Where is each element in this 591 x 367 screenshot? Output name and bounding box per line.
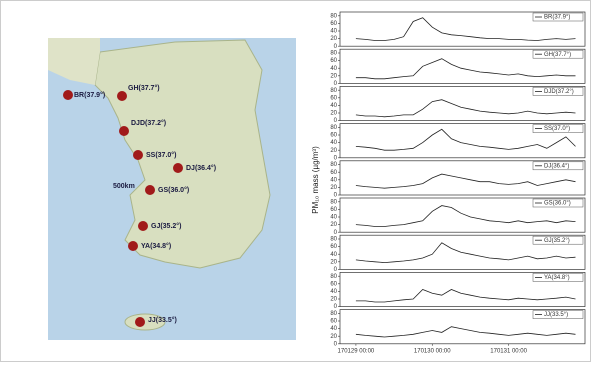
legend-label: SS(37.0°) — [544, 126, 570, 132]
scale-label: 500km — [113, 183, 135, 190]
y-tick-label: 80 — [330, 237, 337, 243]
site-label: GJ(35.2°) — [151, 222, 181, 230]
y-tick-label: 40 — [330, 326, 337, 332]
site-label: DJ(36.4°) — [186, 164, 216, 172]
legend-label: DJ(36.4°) — [544, 163, 569, 169]
page: {"map": {"scale_label": "500km", "sites"… — [0, 0, 591, 362]
y-tick-label: 60 — [330, 133, 337, 139]
site-marker — [128, 241, 138, 251]
y-tick-label: 60 — [330, 95, 337, 101]
site-label: JJ(33.5°) — [148, 316, 177, 324]
legend-label: GS(36.0°) — [544, 201, 571, 207]
site-label: DJD(37.2°) — [131, 119, 166, 127]
y-tick-label: 60 — [330, 244, 337, 250]
y-tick-label: 20 — [330, 185, 337, 191]
legend-label: DJD(37.2°) — [544, 89, 574, 95]
y-axis-label: PM₁₀ mass (µg/m³) — [311, 146, 320, 214]
y-tick-label: 20 — [330, 259, 337, 265]
site-marker — [145, 185, 155, 195]
legend-label: GJ(35.2°) — [544, 238, 570, 244]
y-tick-label: 80 — [330, 199, 337, 205]
y-tick-label: 20 — [330, 222, 337, 228]
site-marker — [63, 90, 73, 100]
y-tick-label: 60 — [330, 281, 337, 287]
legend-label: JJ(33.5°) — [544, 312, 568, 318]
legend-label: BR(37.9°) — [544, 15, 570, 21]
y-tick-label: 40 — [330, 103, 337, 109]
y-tick-label: 60 — [330, 207, 337, 213]
site-label: GS(36.0°) — [158, 186, 189, 194]
site-label: GH(37.7°) — [128, 84, 160, 92]
y-tick-label: 20 — [330, 36, 337, 42]
legend-label: YA(34.8°) — [544, 275, 570, 281]
y-tick-label: 80 — [330, 311, 337, 317]
y-tick-label: 40 — [330, 140, 337, 146]
x-tick-label: 170130 00:00 — [414, 348, 451, 354]
y-tick-label: 80 — [330, 125, 337, 131]
y-tick-label: 40 — [330, 177, 337, 183]
y-tick-label: 40 — [330, 66, 337, 72]
y-tick-label: 80 — [330, 13, 337, 19]
y-tick-label: 80 — [330, 88, 337, 94]
y-tick-label: 20 — [330, 148, 337, 154]
site-label: BR(37.9°) — [74, 91, 105, 99]
y-tick-label: 20 — [330, 73, 337, 79]
y-tick-label: 20 — [330, 111, 337, 117]
y-tick-label: 80 — [330, 162, 337, 168]
site-label: YA(34.8°) — [141, 242, 171, 250]
site-marker — [135, 317, 145, 327]
y-tick-label: 40 — [330, 252, 337, 258]
site-marker — [117, 91, 127, 101]
site-marker — [133, 150, 143, 160]
figure: BR(37.9°) GH(37.7°) DJD(37.2°) SS(37.0°) DJ(… — [0, 0, 591, 362]
y-tick-label: 20 — [330, 297, 337, 303]
y-tick-label: 80 — [330, 274, 337, 280]
site-label: SS(37.0°) — [146, 151, 176, 159]
legend-label: GH(37.7°) — [544, 52, 571, 58]
site-marker — [119, 126, 129, 136]
y-tick-label: 80 — [330, 51, 337, 57]
y-tick-label: 60 — [330, 21, 337, 27]
y-tick-label: 40 — [330, 215, 337, 221]
site-marker — [173, 163, 183, 173]
x-tick-label: 170129 00:00 — [338, 348, 375, 354]
y-tick-label: 60 — [330, 58, 337, 64]
y-tick-label: 20 — [330, 334, 337, 340]
y-tick-label: 60 — [330, 170, 337, 176]
x-tick-label: 170131 00:00 — [490, 348, 527, 354]
y-tick-label: 40 — [330, 289, 337, 295]
site-marker — [138, 221, 148, 231]
y-tick-label: 60 — [330, 319, 337, 325]
y-tick-label: 40 — [330, 29, 337, 35]
